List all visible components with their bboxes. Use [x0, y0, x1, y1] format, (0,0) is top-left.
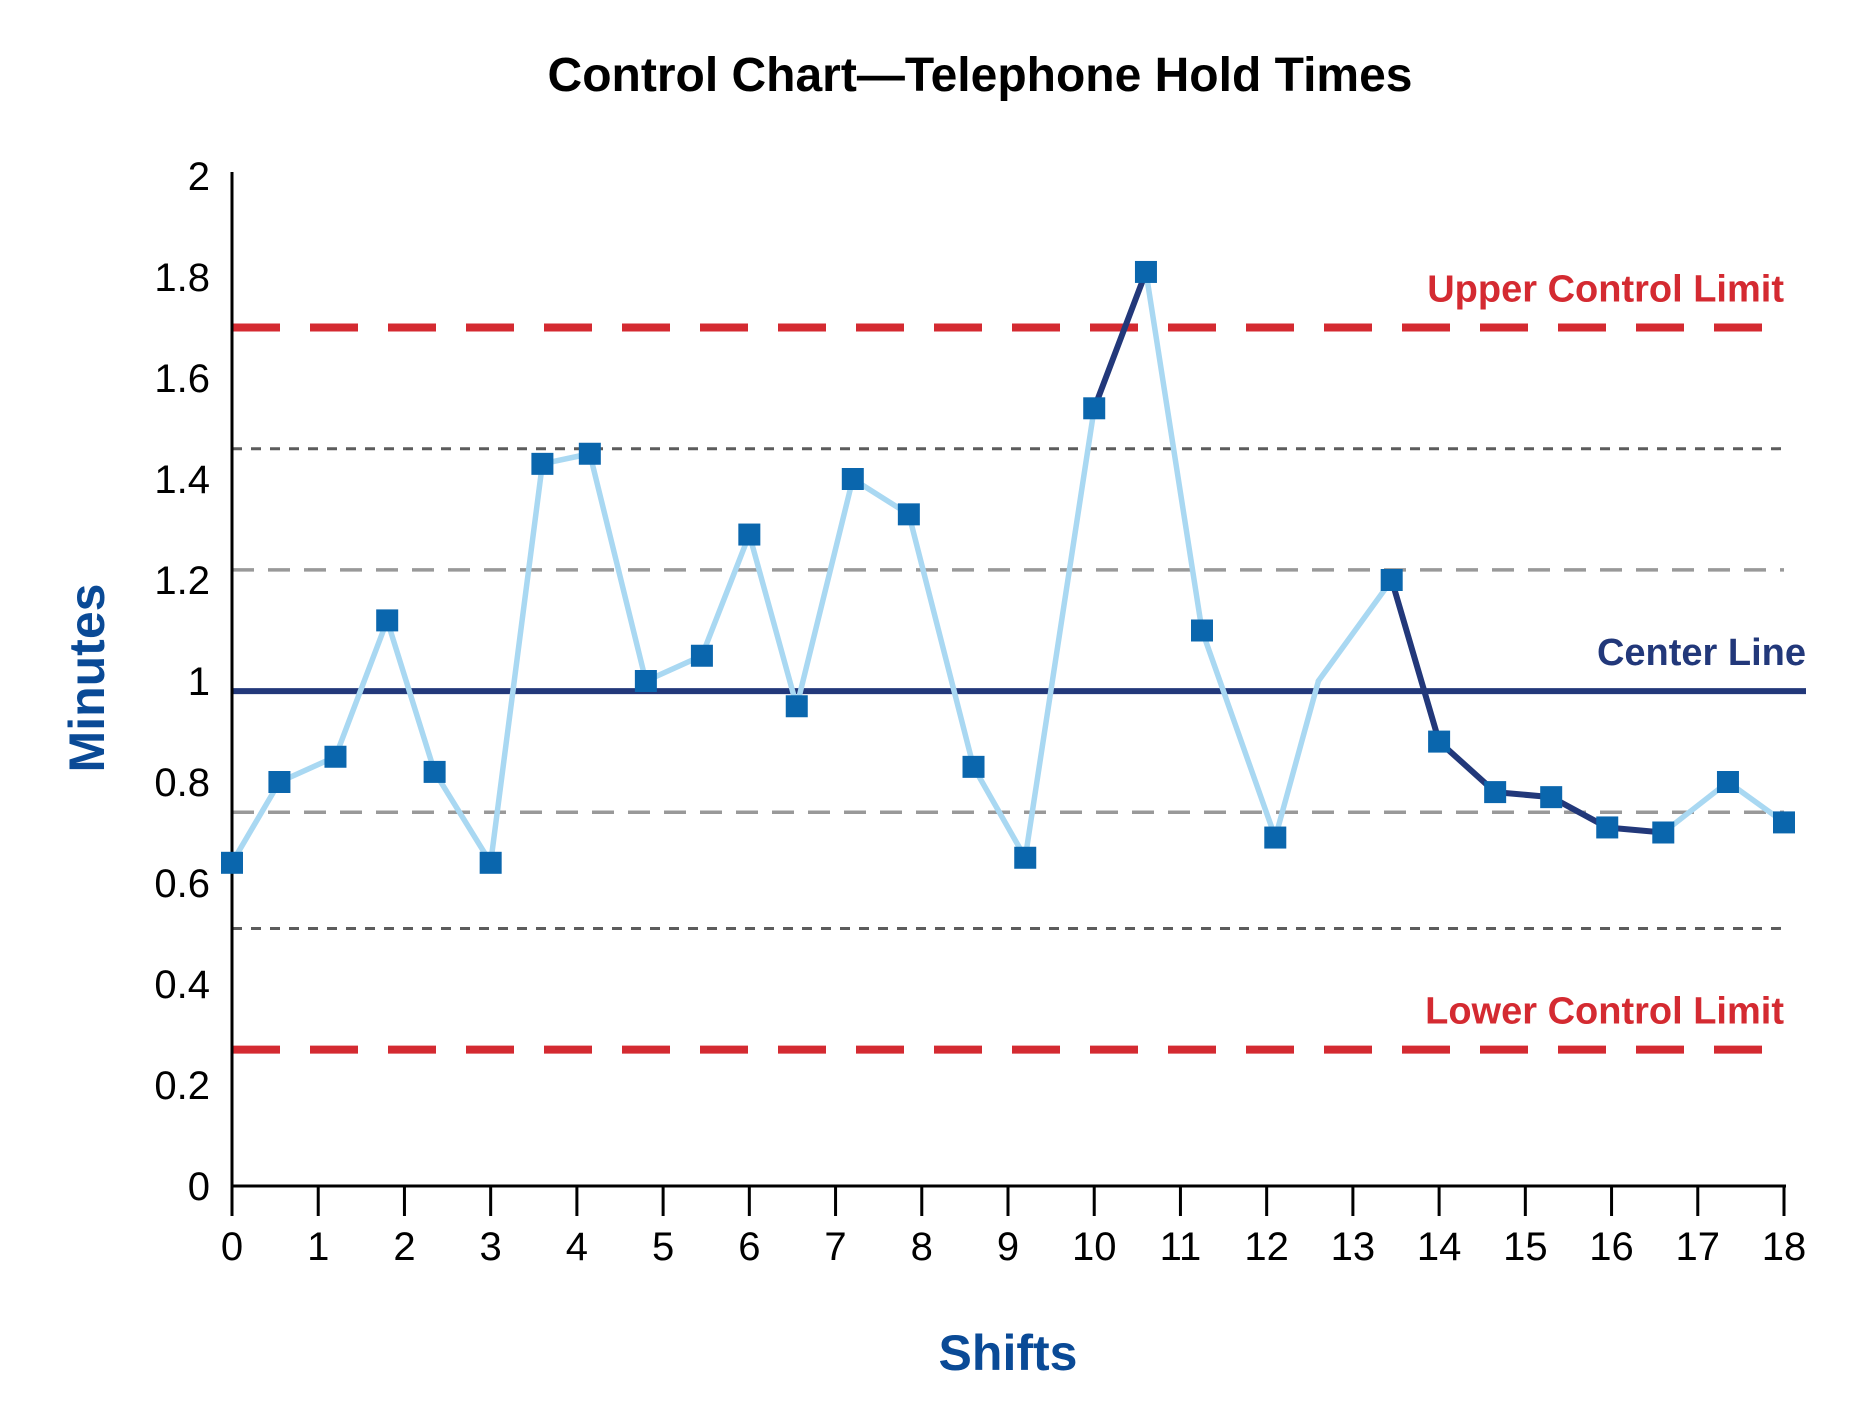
- x-tick-label: 15: [1503, 1225, 1548, 1269]
- x-tick-label: 3: [480, 1225, 502, 1269]
- series-segment: [384, 617, 438, 775]
- series-segment: [487, 461, 546, 866]
- data-point-marker: [690, 644, 713, 667]
- series-segment: [431, 769, 494, 866]
- data-point-marker: [1652, 821, 1675, 844]
- y-tick-label: 1.2: [154, 559, 210, 603]
- x-tick-label: 16: [1589, 1225, 1634, 1269]
- x-tick-label: 18: [1762, 1225, 1807, 1269]
- data-point-marker: [423, 760, 446, 783]
- series-segment: [746, 531, 800, 709]
- x-tick-label: 5: [652, 1225, 674, 1269]
- data-point-marker: [324, 745, 347, 768]
- data-point-marker: [785, 695, 808, 718]
- y-tick-label: 2: [188, 155, 210, 199]
- y-tick-label: 1: [188, 660, 210, 704]
- x-tick-label: 4: [566, 1225, 588, 1269]
- data-point-marker: [1134, 260, 1157, 283]
- y-tick-label: 0.6: [154, 862, 210, 906]
- reference-lines: [232, 323, 1806, 1054]
- y-tick-label: 0.2: [154, 1064, 210, 1108]
- y-axis-title: Minutes: [59, 584, 115, 773]
- x-tick-label: 17: [1676, 1225, 1721, 1269]
- series-segment: [587, 451, 649, 684]
- x-axis-title: Shifts: [939, 1325, 1078, 1381]
- series-segment: [229, 779, 283, 866]
- x-ticks: 0 1 2 3 4 5 6 7 8 9 10 11 12 13 14 15 16 17 18: [221, 1186, 1806, 1269]
- y-ticks: 0 0.2 0.4 0.6 0.8 1 1.2 1.4 1.6 1.8 2: [154, 155, 210, 1209]
- data-point-marker: [531, 452, 554, 475]
- series-segment: [1272, 678, 1322, 841]
- data-point-marker: [376, 609, 399, 632]
- x-tick-label: 7: [824, 1225, 846, 1269]
- series-segment: [699, 531, 753, 659]
- data-point-marker: [1716, 771, 1739, 793]
- data-point-marker: [634, 670, 657, 692]
- series-lines: [229, 268, 1787, 866]
- series-segment-highlight: [1091, 268, 1149, 412]
- x-tick-label: 0: [221, 1225, 243, 1269]
- x-tick-label: 8: [911, 1225, 933, 1269]
- series-segment: [1143, 269, 1205, 634]
- data-point-marker: [1596, 816, 1619, 839]
- series-segment: [1199, 627, 1279, 841]
- data-point-marker: [1428, 730, 1451, 753]
- series-segment: [906, 511, 977, 770]
- data-point-marker: [1083, 397, 1106, 420]
- data-point-marker: [221, 851, 243, 874]
- data-point-marker: [841, 468, 864, 490]
- series-segment-highlight: [1388, 577, 1443, 745]
- series-segment: [1315, 577, 1395, 684]
- reference-labels: Upper Control Limit Center Line Lower Cont…: [1425, 269, 1806, 1033]
- data-point-marker: [1191, 619, 1213, 642]
- data-point-marker: [578, 442, 601, 465]
- series-segment: [332, 617, 390, 760]
- y-tick-label: 0.4: [154, 963, 210, 1007]
- x-tick-label: 9: [997, 1225, 1019, 1269]
- axes: [230, 172, 1786, 1188]
- x-tick-label: 12: [1244, 1225, 1289, 1269]
- data-point-marker: [1484, 781, 1507, 804]
- data-point-marker: [962, 755, 985, 778]
- y-tick-label: 1.4: [154, 458, 210, 502]
- data-point-marker: [897, 503, 920, 526]
- data-point-marker: [1540, 786, 1563, 809]
- data-point-marker: [1773, 811, 1795, 834]
- x-tick-label: 1: [307, 1225, 329, 1269]
- reference-label-6: Lower Control Limit: [1425, 991, 1784, 1033]
- x-tick-label: 2: [393, 1225, 415, 1269]
- y-tick-label: 0: [188, 1165, 210, 1209]
- x-tick-label: 11: [1160, 1225, 1202, 1269]
- y-tick-label: 1.6: [154, 357, 210, 401]
- data-point-marker: [1014, 846, 1037, 869]
- x-tick-label: 10: [1072, 1225, 1117, 1269]
- x-tick-label: 14: [1417, 1225, 1462, 1269]
- reference-label-3: Center Line: [1597, 632, 1806, 674]
- data-point-marker: [1380, 569, 1403, 591]
- data-point-marker: [1264, 826, 1287, 849]
- x-tick-label: 13: [1331, 1225, 1376, 1269]
- x-tick-label: 6: [738, 1225, 760, 1269]
- series-segment: [970, 764, 1028, 861]
- data-point-marker: [268, 771, 291, 793]
- chart-title: Control Chart—Telephone Hold Times: [548, 49, 1413, 102]
- data-point-marker: [479, 851, 502, 874]
- reference-label-0: Upper Control Limit: [1427, 269, 1784, 311]
- data-point-marker: [738, 523, 761, 546]
- y-tick-label: 1.8: [154, 256, 210, 300]
- y-tick-label: 0.8: [154, 761, 210, 805]
- series-segment: [794, 476, 856, 709]
- series-segment: [1022, 405, 1097, 861]
- series-markers: [221, 260, 1795, 874]
